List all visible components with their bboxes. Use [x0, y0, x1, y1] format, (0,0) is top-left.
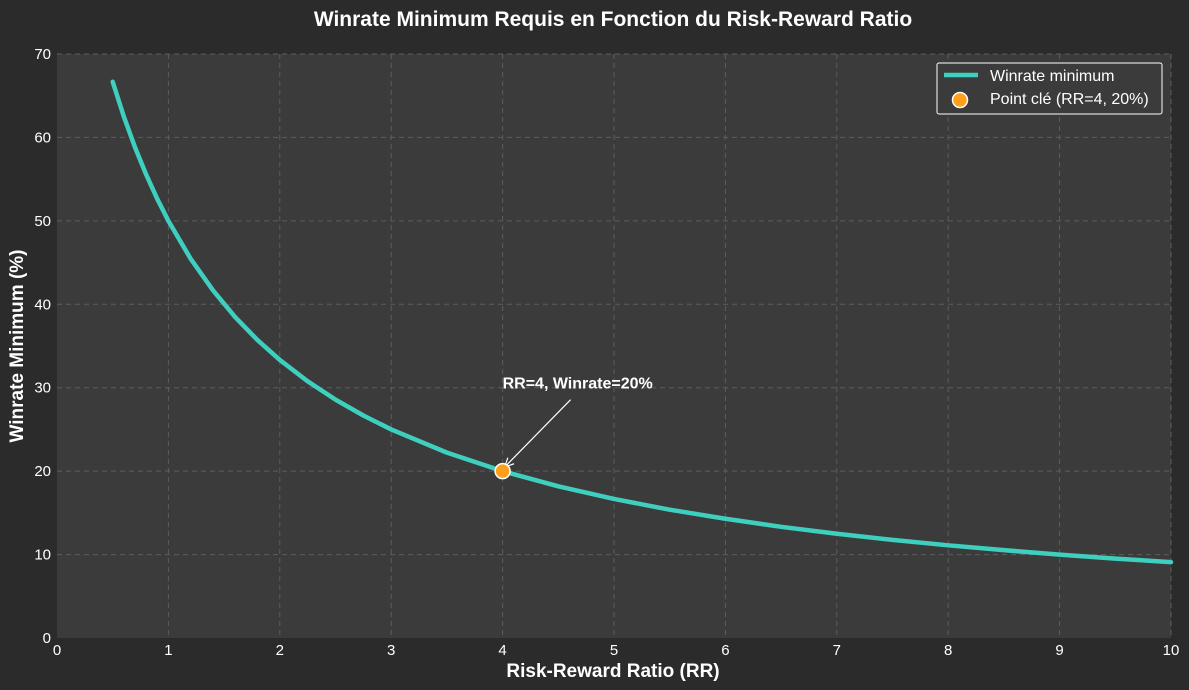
x-axis-ticks: 0 1 2 3 4 5 6 7 8 9 10: [53, 642, 1180, 659]
key-point-marker: [494, 462, 511, 480]
y-axis-ticks: 0 10 20 30 40 50 60 70: [34, 46, 51, 647]
x-tick-label: 1: [164, 642, 172, 659]
y-tick-label: 30: [34, 380, 51, 397]
y-tick-label: 60: [34, 129, 51, 146]
x-tick-label: 10: [1163, 642, 1180, 659]
annotation-label: RR=4, Winrate=20%: [503, 376, 653, 393]
y-tick-label: 50: [34, 213, 51, 230]
series-layer: [110, 79, 1174, 565]
y-tick-label: 40: [34, 296, 51, 313]
legend-label-winrate: Winrate minimum: [990, 68, 1114, 85]
legend-marker-swatch: [951, 91, 969, 109]
x-axis-title: Risk-Reward Ratio (RR): [506, 661, 719, 682]
x-tick-label: 0: [53, 642, 61, 659]
y-tick-label: 20: [34, 463, 51, 480]
x-tick-label: 5: [610, 642, 618, 659]
y-axis-title: Winrate Minimum (%): [7, 250, 28, 443]
x-tick-label: 8: [944, 642, 952, 659]
y-tick-label: 0: [43, 630, 51, 647]
x-tick-label: 6: [721, 642, 729, 659]
y-tick-label: 10: [34, 547, 51, 564]
legend: Winrate minimum Point clé (RR=4, 20%): [936, 62, 1163, 115]
annotation-layer: RR=4, Winrate=20%: [494, 376, 653, 480]
series-line-winrate: [110, 79, 1174, 565]
grid: [57, 53, 1172, 638]
legend-label-key-point: Point clé (RR=4, 20%): [990, 91, 1149, 108]
x-tick-label: 7: [833, 642, 841, 659]
x-tick-label: 4: [498, 642, 506, 659]
y-tick-label: 70: [34, 46, 51, 63]
legend-box: [936, 62, 1163, 115]
x-tick-label: 9: [1055, 642, 1063, 659]
x-tick-label: 2: [276, 642, 284, 659]
chart-title: Winrate Minimum Requis en Fonction du Ri…: [314, 8, 912, 31]
x-tick-label: 3: [387, 642, 395, 659]
annotation-arrow-line: [504, 399, 572, 468]
